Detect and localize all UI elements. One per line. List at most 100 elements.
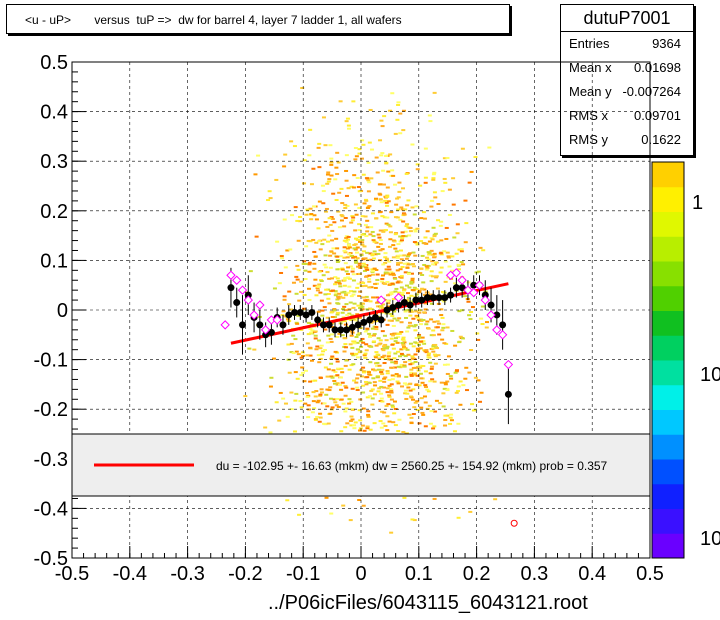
density-cell [376, 301, 381, 304]
density-cell [347, 312, 352, 315]
density-cell [415, 316, 420, 319]
density-cell [377, 364, 382, 367]
density-cell [391, 298, 396, 301]
density-cell [375, 278, 380, 281]
density-cell [372, 240, 377, 243]
density-cell [306, 404, 311, 407]
density-cell [297, 513, 302, 516]
density-cell [387, 319, 392, 322]
density-cell [333, 276, 338, 279]
density-cell [328, 223, 333, 226]
density-cell [282, 165, 287, 168]
density-cell [409, 371, 414, 374]
density-cell [433, 343, 438, 346]
density-cell [434, 276, 439, 279]
density-cell [335, 298, 340, 301]
density-cell [313, 337, 318, 340]
palette-band [652, 285, 684, 311]
density-cell [347, 243, 352, 246]
density-cell [407, 413, 412, 416]
density-cell [427, 114, 432, 117]
density-cell [315, 401, 320, 404]
density-cell [361, 391, 366, 394]
density-cell [314, 294, 319, 297]
density-cell [363, 356, 368, 359]
density-cell [339, 219, 344, 222]
density-cell [275, 240, 280, 243]
density-cell [458, 335, 463, 338]
density-cell [398, 261, 403, 264]
density-cell [476, 270, 481, 273]
density-cell [468, 510, 473, 513]
density-cell [378, 198, 383, 201]
density-cell [394, 375, 399, 378]
density-cell [385, 281, 390, 284]
density-cell [485, 321, 490, 324]
density-cell [442, 157, 447, 160]
density-cell [357, 228, 362, 231]
density-cell [438, 271, 443, 274]
density-cell [299, 290, 304, 293]
density-cell [431, 334, 436, 337]
density-cell [351, 186, 356, 189]
density-cell [420, 254, 425, 257]
density-cell [313, 278, 318, 281]
density-cell [413, 329, 418, 332]
density-cell [336, 302, 341, 305]
density-cell [432, 91, 437, 94]
diamond-marker [237, 285, 248, 295]
density-cell [404, 375, 409, 378]
density-cell [414, 314, 419, 317]
density-cell [375, 364, 380, 367]
density-cell [348, 419, 353, 422]
density-cell [371, 340, 376, 343]
density-cell [323, 221, 328, 224]
density-cell [319, 391, 324, 394]
density-cell [400, 291, 405, 294]
density-cell [413, 230, 418, 233]
density-cell [401, 220, 406, 223]
density-cell [431, 263, 436, 266]
diamond-marker [249, 310, 259, 320]
density-cell [390, 169, 395, 172]
density-cell [353, 243, 358, 246]
density-cell [467, 314, 472, 317]
density-cell [361, 407, 366, 410]
density-cell [351, 363, 356, 366]
density-cell [365, 230, 370, 233]
density-cell [389, 391, 394, 394]
density-cell [341, 504, 346, 507]
density-cell [384, 268, 389, 271]
density-cell [406, 296, 411, 299]
density-cell [316, 285, 321, 288]
density-cell [377, 211, 382, 214]
palette-band [652, 162, 684, 188]
density-cell [314, 241, 319, 244]
density-cell [427, 404, 432, 407]
density-cell [378, 193, 383, 196]
density-cell [248, 270, 253, 273]
density-cell [418, 372, 423, 375]
density-cell [385, 194, 390, 197]
density-cell [288, 248, 293, 251]
density-cell [439, 381, 444, 384]
density-cell [397, 181, 402, 184]
density-cell [299, 356, 304, 359]
density-cell [469, 349, 474, 352]
density-cell [433, 263, 438, 266]
density-cell [323, 144, 328, 147]
density-cell [362, 269, 367, 272]
density-cell [299, 280, 304, 283]
density-cell [362, 245, 367, 248]
density-cell [357, 499, 362, 502]
density-cell [347, 368, 352, 371]
density-cell [422, 263, 427, 266]
density-cell [377, 183, 382, 186]
density-cell [355, 238, 360, 241]
density-cell [383, 229, 388, 232]
density-cell [289, 351, 294, 354]
density-cell [352, 427, 357, 430]
density-cell [352, 290, 357, 293]
x-tick-label: -0.3 [170, 563, 204, 585]
density-cell [390, 378, 395, 381]
